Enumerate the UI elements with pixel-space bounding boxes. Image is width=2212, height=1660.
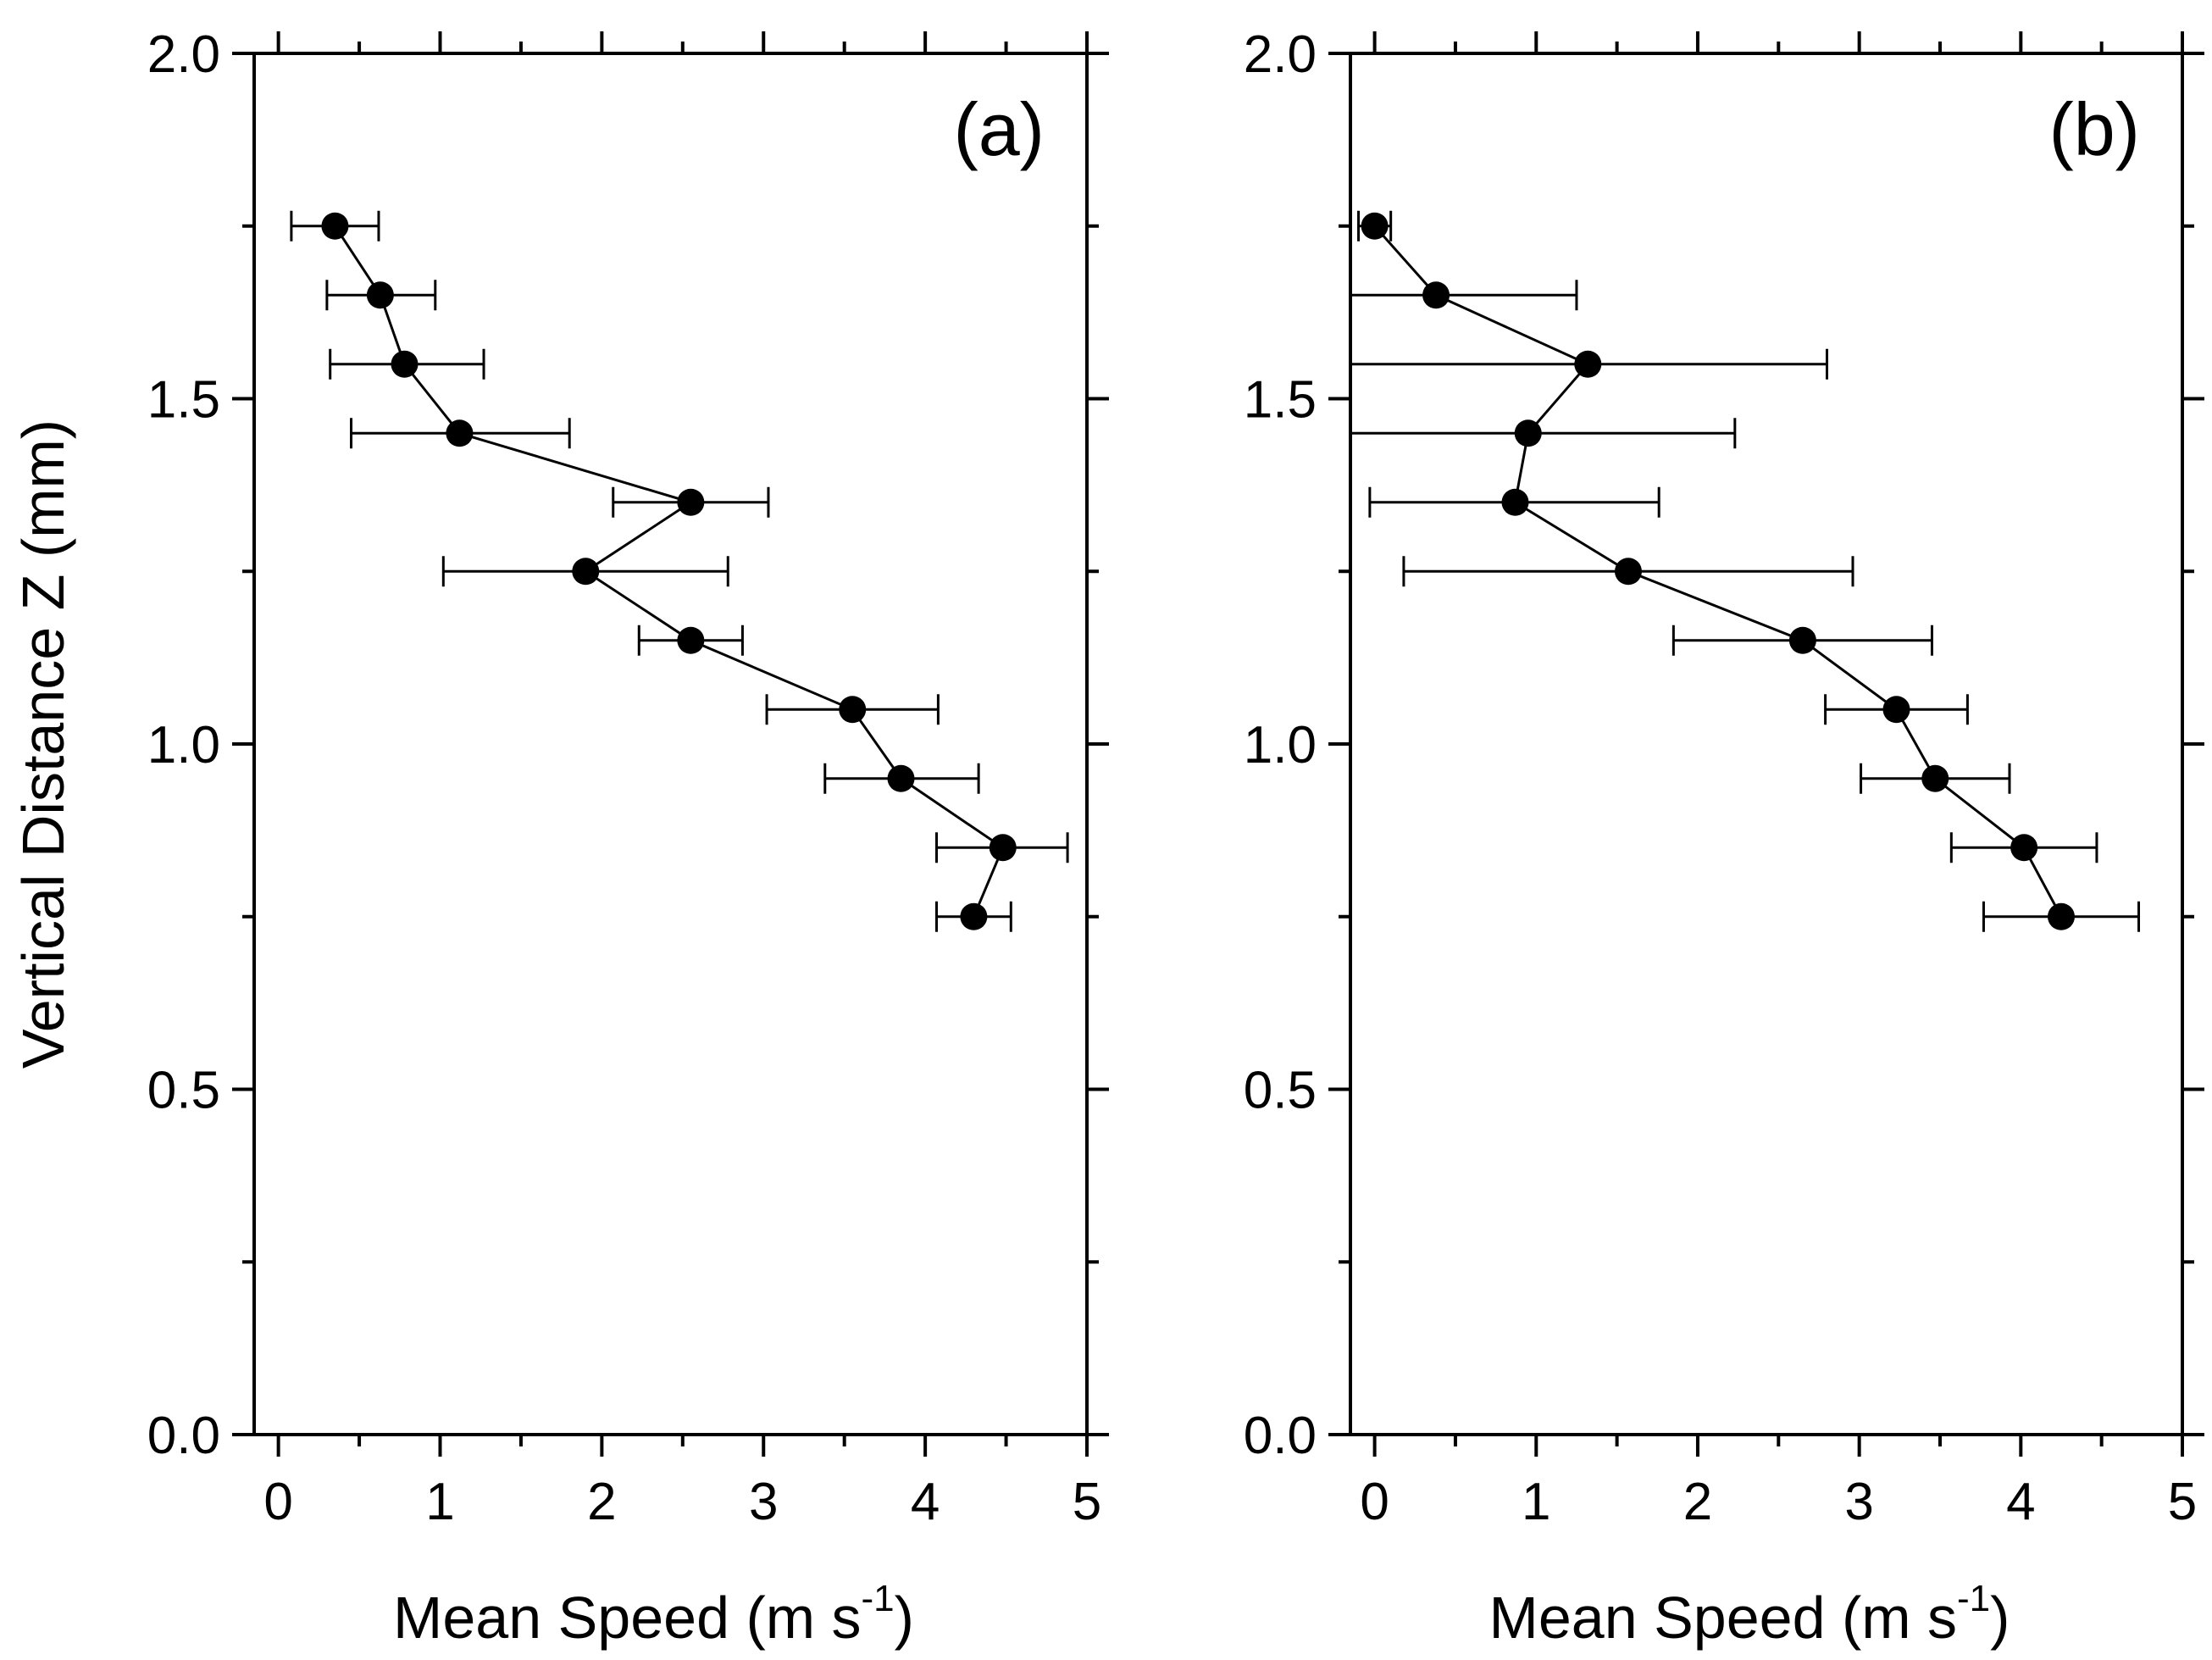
y-tick-label: 1.0 [147, 716, 220, 774]
data-point [321, 212, 349, 240]
data-point [839, 696, 867, 724]
panel-a: 0 1 2 3 4 5 0.0 0.5 1.0 1.5 2.0 (a) Mean Speed (m s-… [10, 25, 1109, 1651]
data-point [1501, 488, 1529, 516]
x-tick-label: 4 [2006, 1473, 2035, 1531]
x-tick-label: 3 [1844, 1473, 1873, 1531]
data-point [2010, 834, 2038, 862]
data-point [1921, 764, 1949, 792]
x-axis-title-main: Mean Speed (m s [1489, 1585, 1957, 1651]
data-point [1614, 558, 1642, 586]
x-axis-title-sup: -1 [1957, 1578, 1990, 1619]
data-point [2047, 902, 2075, 930]
data-point [1361, 212, 1389, 240]
data-point [1514, 419, 1542, 447]
data-point [989, 834, 1017, 862]
data-point [677, 488, 705, 516]
x-axis-title-end: ) [895, 1585, 914, 1651]
panel-label: (a) [953, 87, 1045, 171]
x-axis-title-sup: -1 [862, 1578, 895, 1619]
y-tick-label: 0.5 [147, 1062, 220, 1120]
x-tick-label: 0 [1360, 1473, 1389, 1531]
y-tick-label: 0.0 [1244, 1407, 1317, 1465]
x-tick-label: 3 [749, 1473, 778, 1531]
panel-label: (b) [2048, 87, 2140, 171]
x-axis-title-end: ) [1990, 1585, 2010, 1651]
data-point [446, 419, 474, 447]
data-point [1574, 350, 1602, 378]
y-tick-label: 0.0 [147, 1407, 220, 1465]
y-tick-label: 2.0 [147, 25, 220, 84]
x-tick-label: 5 [2168, 1473, 2197, 1531]
x-tick-label: 1 [1522, 1473, 1550, 1531]
data-point [1882, 696, 1910, 724]
y-axis-title: Vertical Distance Z (mm) [10, 419, 76, 1069]
x-tick-label: 2 [587, 1473, 616, 1531]
x-tick-label: 4 [911, 1473, 940, 1531]
y-tick-label: 0.5 [1244, 1062, 1317, 1120]
x-tick-label: 0 [263, 1473, 292, 1531]
y-tick-label: 1.0 [1244, 716, 1317, 774]
data-point [391, 350, 419, 378]
data-point [366, 281, 394, 309]
y-tick-label: 1.5 [1244, 371, 1317, 430]
plot-frame [1349, 52, 2184, 1436]
data-point [887, 764, 915, 792]
panel-b: 0 1 2 3 4 5 0.0 0.5 1.0 1.5 2.0 (b) Mean Speed (m s-… [1244, 25, 2204, 1651]
x-axis-title: Mean Speed (m s-1) [1489, 1578, 2010, 1651]
data-point [1422, 281, 1450, 309]
x-axis-title-main: Mean Speed (m s [393, 1585, 861, 1651]
x-tick-label: 5 [1073, 1473, 1101, 1531]
y-tick-label: 2.0 [1244, 25, 1317, 84]
data-point [960, 902, 988, 930]
data-point [1788, 626, 1816, 654]
x-tick-label: 1 [425, 1473, 454, 1531]
x-axis-title: Mean Speed (m s-1) [393, 1578, 914, 1651]
x-tick-label: 2 [1683, 1473, 1712, 1531]
y-tick-label: 1.5 [147, 371, 220, 430]
plot-frame [252, 52, 1089, 1436]
data-point [572, 558, 600, 586]
data-point [677, 626, 705, 654]
